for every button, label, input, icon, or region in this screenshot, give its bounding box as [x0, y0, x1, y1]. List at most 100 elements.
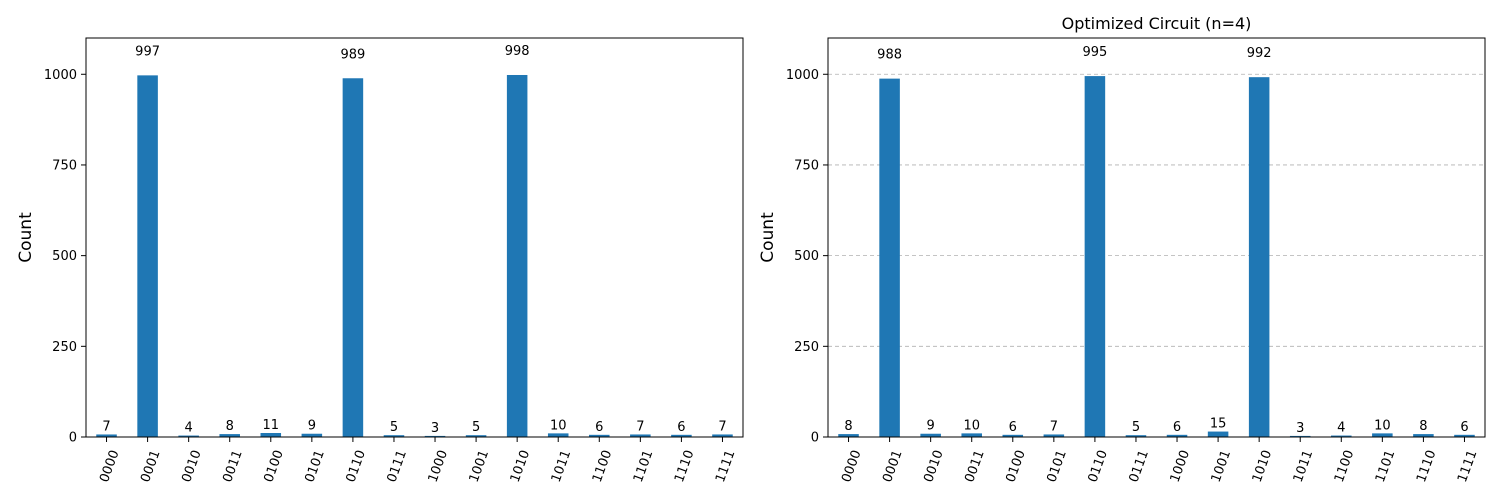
data-label: 6 [1009, 420, 1017, 435]
data-label: 992 [1247, 46, 1272, 61]
plot-frame [827, 37, 1486, 438]
x-tick-label: 1110 [672, 448, 697, 484]
data-label: 9 [308, 419, 316, 434]
data-label: 10 [550, 418, 567, 433]
x-tick-label: 0110 [1086, 448, 1111, 484]
x-tick-label: 0001 [880, 448, 905, 484]
y-tick-label: 500 [794, 249, 819, 264]
x-tick-label: 1010 [508, 448, 533, 484]
y-tick-label: 1000 [44, 68, 77, 83]
bar-1010 [1248, 77, 1270, 437]
y-tick-label: 0 [811, 431, 819, 446]
y-axis-label: Count [758, 212, 778, 263]
x-tick-label: 1011 [1291, 448, 1316, 484]
data-label: 6 [677, 420, 685, 435]
bar-0000 [96, 434, 117, 437]
y-tick-label: 750 [52, 158, 77, 173]
x-tick-label: 1111 [1455, 448, 1480, 484]
data-label: 7 [102, 419, 110, 434]
x-tick-label: 0101 [1044, 448, 1069, 484]
y-tick-label: 250 [794, 340, 819, 355]
x-tick-label: 0010 [921, 448, 946, 484]
x-tick-label: 1101 [1373, 448, 1398, 484]
data-label: 15 [1210, 417, 1227, 432]
x-tick-label: 0111 [385, 448, 410, 484]
data-label: 4 [1337, 421, 1345, 436]
bar-1100 [589, 434, 610, 437]
bar-0111 [383, 435, 405, 437]
bar-1101 [630, 434, 651, 437]
data-label: 7 [718, 419, 726, 434]
bar-0100 [1002, 434, 1024, 437]
bar-0101 [1043, 434, 1065, 437]
x-tick-label: 1100 [1332, 448, 1357, 484]
x-tick-label: 0011 [962, 448, 987, 484]
x-tick-label: 1000 [1168, 448, 1193, 484]
data-label: 995 [1082, 45, 1107, 60]
bar-1111 [1454, 434, 1475, 437]
x-tick-label: 0101 [302, 448, 327, 484]
x-tick-label: 0100 [1003, 448, 1028, 484]
x-tick-label: 1010 [1250, 448, 1275, 484]
bar-0110 [1084, 76, 1106, 437]
bar-1101 [1372, 433, 1393, 437]
bar-1000 [424, 435, 446, 437]
data-label: 11 [263, 418, 280, 433]
x-tick-label: 1100 [590, 448, 615, 484]
bar-0101 [301, 433, 323, 437]
data-label: 7 [636, 419, 644, 434]
x-tick-label: 0010 [179, 448, 204, 484]
x-tick-label: 1001 [467, 448, 492, 484]
y-tick-label: 750 [794, 158, 819, 173]
data-label: 6 [1460, 420, 1468, 435]
bar-1000 [1166, 434, 1188, 437]
data-label: 7 [1050, 419, 1058, 434]
x-tick-label: 0001 [138, 448, 163, 484]
data-label: 9 [927, 419, 935, 434]
y-axis-label: Count [16, 212, 36, 263]
y-tick-label: 0 [69, 431, 77, 446]
bar-0010 [920, 433, 941, 437]
bar-0011 [219, 434, 240, 437]
data-label: 988 [877, 48, 902, 63]
x-tick-label: 1101 [631, 448, 656, 484]
data-label: 997 [135, 44, 160, 59]
data-label: 5 [390, 420, 398, 435]
data-label: 5 [1132, 420, 1140, 435]
x-tick-label: 1000 [426, 448, 451, 484]
bar-0001 [137, 75, 158, 438]
data-label: 10 [963, 418, 980, 433]
x-tick-label: 0000 [839, 448, 864, 484]
data-label: 989 [340, 47, 365, 62]
data-label: 3 [1296, 421, 1304, 436]
data-label: 5 [472, 420, 480, 435]
x-tick-label: 1011 [549, 448, 574, 484]
x-tick-label: 0000 [97, 448, 122, 484]
x-tick-label: 1110 [1414, 448, 1439, 484]
y-tick-label: 250 [52, 340, 77, 355]
data-label: 6 [1173, 420, 1181, 435]
y-tick-label: 1000 [786, 68, 819, 83]
bar-1010 [506, 74, 528, 438]
data-label: 8 [1419, 419, 1427, 434]
data-label: 6 [595, 420, 603, 435]
bar-1100 [1331, 435, 1352, 437]
bar-0011 [961, 433, 982, 437]
bar-0001 [879, 78, 900, 437]
data-label: 4 [185, 421, 193, 436]
bar-0111 [1125, 435, 1147, 437]
data-label: 3 [431, 421, 439, 436]
y-tick-label: 500 [52, 249, 77, 264]
bar-0000 [838, 434, 859, 437]
bar-1011 [1289, 435, 1311, 437]
bar-1110 [1413, 434, 1434, 437]
bar-1001 [1207, 431, 1229, 437]
x-tick-label: 0111 [1127, 448, 1152, 484]
plot-frame [85, 37, 744, 438]
x-tick-label: 0110 [344, 448, 369, 484]
bar-1111 [712, 434, 733, 437]
x-tick-label: 1001 [1209, 448, 1234, 484]
bar-1001 [465, 435, 487, 437]
data-label: 8 [226, 419, 234, 434]
